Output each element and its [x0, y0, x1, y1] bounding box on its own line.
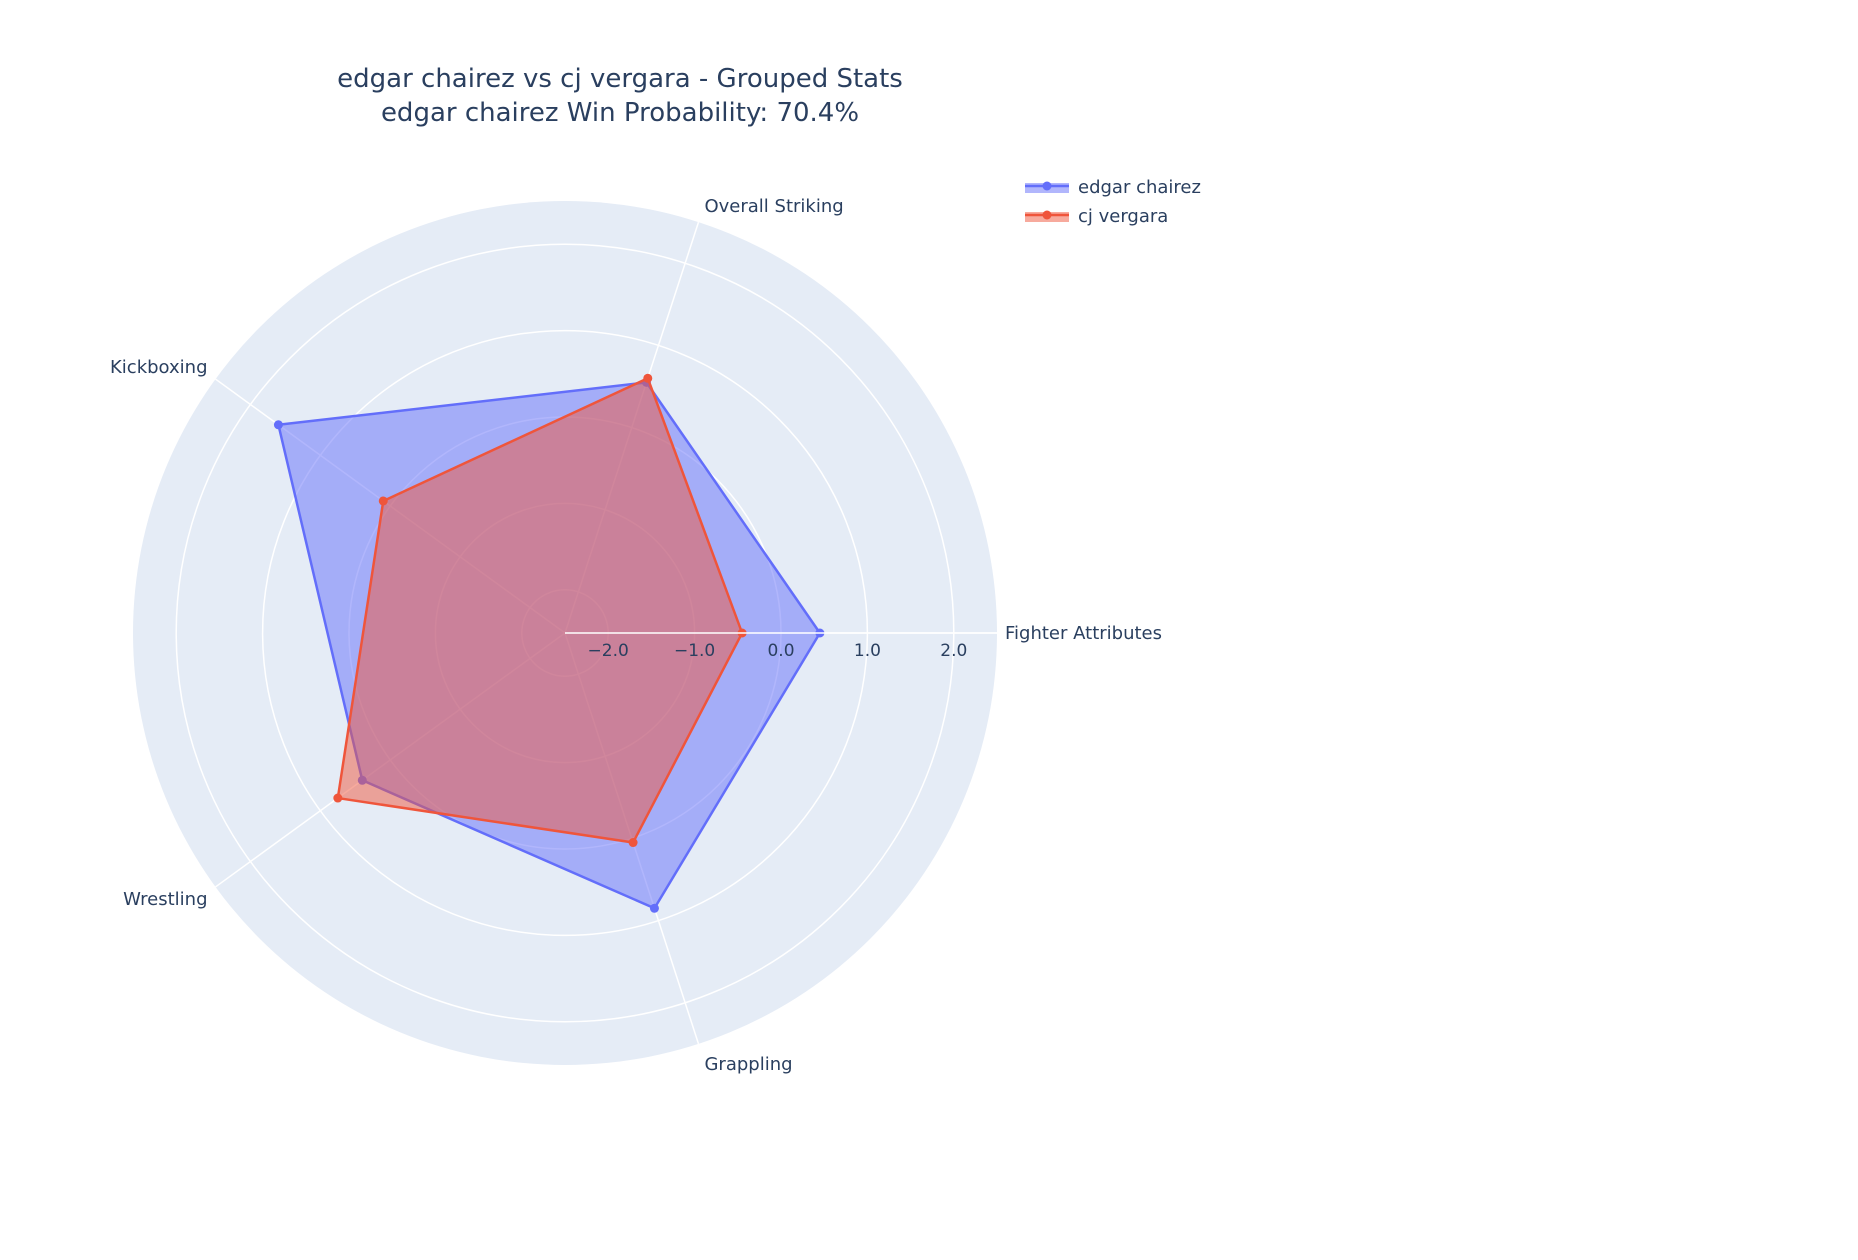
- axis-label-overall-striking: Overall Striking: [704, 196, 843, 217]
- radial-tick-label: 0.0: [767, 641, 794, 661]
- legend-item[interactable]: cj vergara: [1025, 206, 1168, 227]
- series-point[interactable]: [378, 496, 388, 506]
- radial-tick-label: 1.0: [854, 641, 881, 661]
- series-point[interactable]: [643, 373, 653, 383]
- series-area: [336, 377, 744, 844]
- radial-tick-label: −1.0: [674, 641, 715, 661]
- series-point[interactable]: [333, 793, 343, 803]
- chart-title-group: edgar chairez vs cj vergara - Grouped St…: [337, 64, 903, 128]
- chart-subtitle: edgar chairez Win Probability: 70.4%: [381, 98, 859, 128]
- series-point[interactable]: [628, 838, 638, 848]
- radial-tick-label: 2.0: [940, 641, 967, 661]
- angular-axis-labels: Fighter Attributes Overall Striking Kickbo…: [110, 196, 1162, 1075]
- series-point[interactable]: [649, 903, 659, 913]
- legend-item[interactable]: edgar chairez: [1025, 177, 1201, 198]
- series-1: [333, 373, 747, 848]
- legend-label: edgar chairez: [1078, 177, 1201, 198]
- legend-label: cj vergara: [1078, 206, 1168, 227]
- radial-ticks: −2.0 −1.0 0.0 1.0 2.0: [565, 632, 997, 661]
- axis-label-fighter-attributes: Fighter Attributes: [1005, 623, 1162, 644]
- axis-label-wrestling: Wrestling: [123, 889, 207, 910]
- radial-tick-label: −2.0: [588, 641, 629, 661]
- legend[interactable]: edgar chairez cj vergara: [1025, 177, 1201, 227]
- series-point[interactable]: [273, 420, 283, 430]
- axis-label-kickboxing: Kickboxing: [110, 357, 208, 378]
- chart-title: edgar chairez vs cj vergara - Grouped St…: [337, 64, 903, 94]
- series-layer: [273, 373, 825, 913]
- legend-marker: [1042, 210, 1052, 220]
- legend-marker: [1042, 181, 1052, 191]
- axis-label-grappling: Grappling: [704, 1054, 792, 1075]
